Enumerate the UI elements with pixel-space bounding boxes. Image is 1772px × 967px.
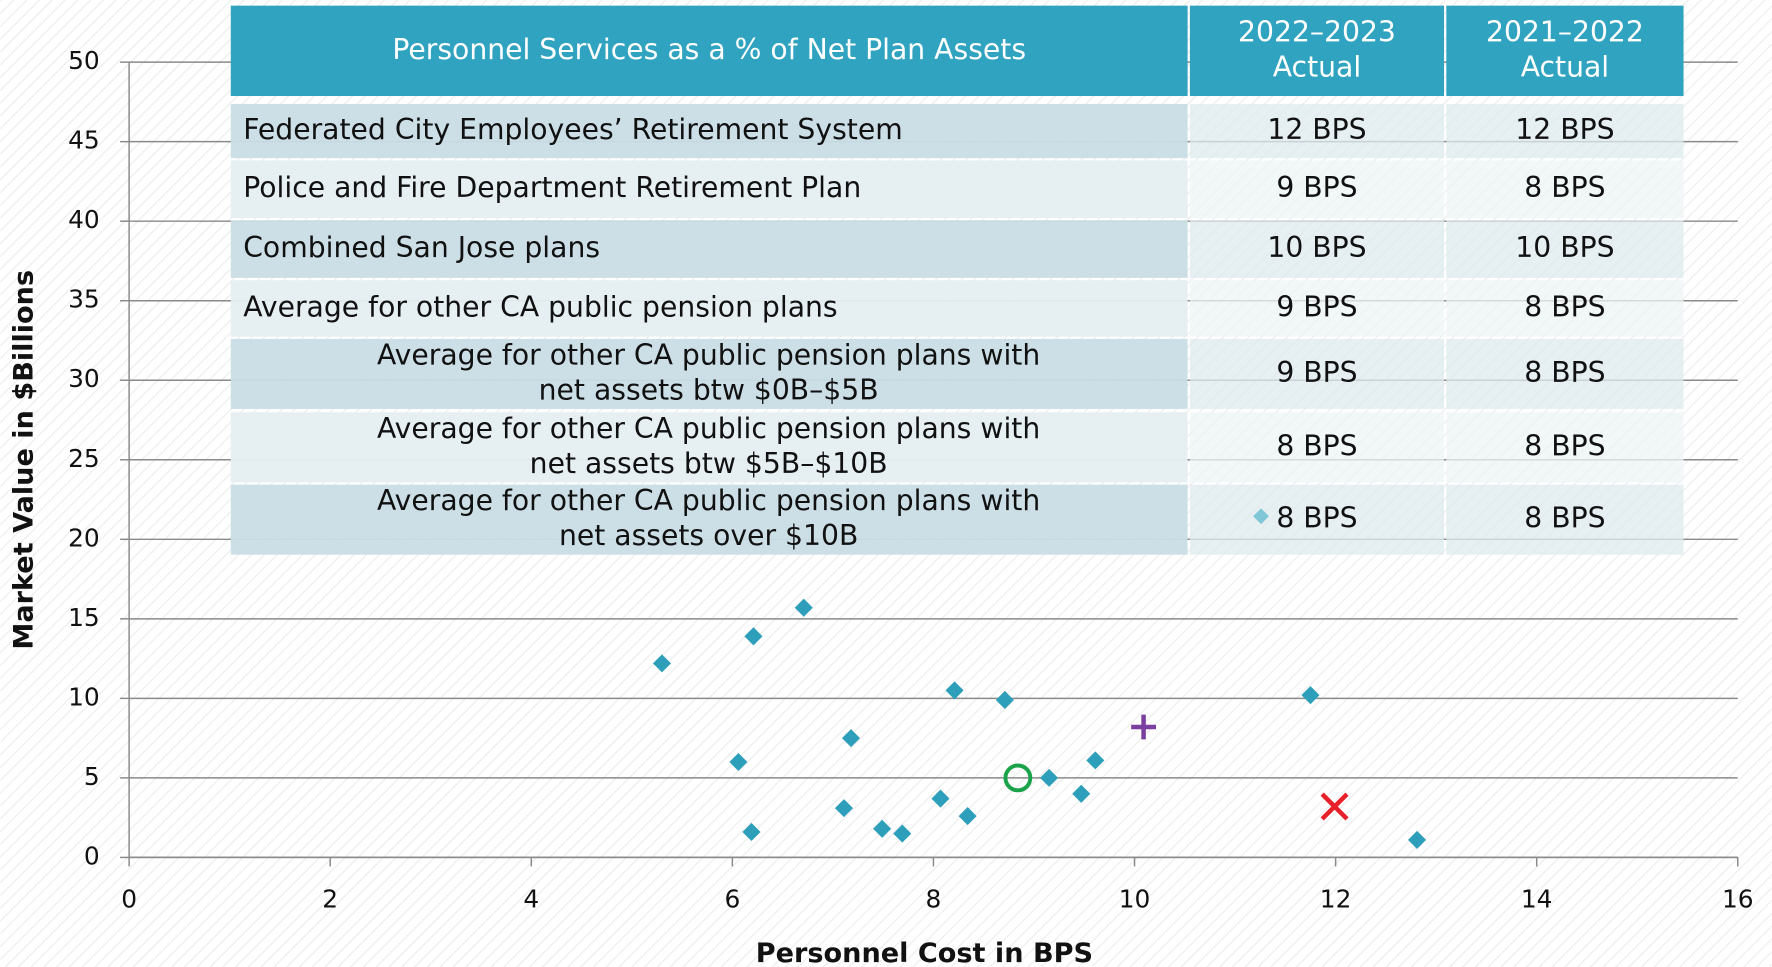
value-cell — [1189, 338, 1445, 409]
data-point — [794, 598, 813, 617]
value-cell — [1446, 484, 1684, 555]
x-tick-label: 0 — [121, 884, 137, 913]
header-cell — [1189, 5, 1445, 97]
value-cell — [1189, 103, 1445, 159]
y-tick-label: 30 — [68, 364, 100, 393]
cell-value: 8 BPS — [1276, 429, 1357, 462]
value-cell — [1446, 103, 1684, 159]
cell-value: 8 BPS — [1524, 502, 1605, 535]
y-tick-label: 0 — [84, 841, 100, 870]
value-cell — [1446, 338, 1684, 409]
header-text: Actual — [1273, 50, 1361, 83]
row-label: Average for other CA public pension plan… — [377, 484, 1040, 517]
cell-value: 9 BPS — [1276, 290, 1357, 323]
row-label: net assets btw $5B–$10B — [530, 447, 888, 480]
data-point — [1301, 686, 1320, 705]
y-tick-label: 20 — [68, 523, 100, 552]
data-point — [995, 690, 1014, 709]
row-label: net assets over $10B — [559, 519, 858, 552]
row-label-cell — [230, 160, 1188, 219]
value-cell — [1189, 220, 1445, 278]
header-text: 2021–2022 — [1486, 15, 1644, 48]
data-point — [931, 789, 950, 808]
data-point — [742, 822, 761, 842]
x-axis-title: Personnel Cost in BPS — [756, 938, 1093, 967]
value-cell — [1446, 220, 1684, 278]
value-cell — [1189, 160, 1445, 219]
header-cell — [1446, 5, 1684, 97]
x-tick-label: 2 — [322, 884, 338, 913]
row-label: Average for other CA public pension plan… — [243, 290, 837, 323]
header-cell — [230, 5, 1188, 97]
value-cell — [1189, 412, 1445, 483]
row-label-cell — [230, 280, 1188, 337]
x-tick-label: 8 — [926, 884, 942, 913]
data-point — [744, 627, 763, 646]
cell-value: 8 BPS — [1524, 171, 1605, 204]
header-text: 2022–2023 — [1238, 15, 1396, 48]
value-cell — [1446, 280, 1684, 337]
cell-value: 10 BPS — [1515, 231, 1614, 264]
row-label: Average for other CA public pension plan… — [377, 412, 1040, 445]
row-label-cell — [230, 220, 1188, 278]
x-tick-label: 10 — [1119, 884, 1151, 913]
row-label: Average for other CA public pension plan… — [377, 338, 1040, 371]
data-point — [873, 819, 892, 838]
y-tick-label: 45 — [68, 126, 100, 155]
x-tick-label: 14 — [1521, 884, 1553, 913]
y-axis-title: Market Value in $Billions — [9, 270, 40, 650]
cell-value: 8 BPS — [1524, 356, 1605, 389]
value-cell — [1189, 280, 1445, 337]
data-point — [958, 807, 977, 826]
table: Personnel Services as a % of Net Plan As… — [230, 5, 1684, 555]
data-point — [1320, 792, 1349, 821]
value-cell — [1446, 412, 1684, 483]
cell-value: 8 BPS — [1524, 429, 1605, 462]
y-tick-label: 15 — [68, 603, 100, 632]
row-label-cell — [230, 338, 1188, 409]
row-label: Police and Fire Department Retirement Pl… — [243, 171, 861, 204]
y-tick-label: 5 — [84, 762, 100, 791]
cell-value: 12 BPS — [1267, 113, 1366, 146]
row-label-cell — [230, 412, 1188, 483]
header-text: Actual — [1521, 50, 1609, 83]
y-tick-label: 50 — [68, 46, 100, 75]
data-point — [1408, 830, 1427, 849]
y-tick-label: 10 — [68, 682, 100, 711]
y-tick-label: 40 — [68, 205, 100, 234]
value-cell — [1189, 484, 1445, 555]
cell-value: 10 BPS — [1267, 231, 1366, 264]
row-label-cell — [230, 103, 1188, 159]
value-cell — [1446, 160, 1684, 219]
cell-value: 8 BPS — [1276, 502, 1357, 535]
data-point — [1131, 714, 1157, 740]
row-label: Federated City Employees’ Retirement Sys… — [243, 113, 903, 146]
x-tick-label: 12 — [1320, 884, 1352, 913]
header-text: Personnel Services as a % of Net Plan As… — [392, 33, 1026, 66]
cell-value: 8 BPS — [1524, 290, 1605, 323]
cell-value: 9 BPS — [1276, 356, 1357, 389]
cell-value: 9 BPS — [1276, 171, 1357, 204]
data-point — [945, 681, 964, 700]
row-label-cell — [230, 484, 1188, 555]
cell-value: 12 BPS — [1515, 113, 1614, 146]
row-label: net assets btw $0B–$5B — [539, 373, 879, 406]
x-tick-label: 4 — [523, 884, 539, 913]
row-label: Combined San Jose plans — [243, 231, 600, 264]
data-point — [1003, 763, 1033, 793]
x-tick-label: 6 — [724, 884, 740, 913]
y-tick-label: 35 — [68, 285, 100, 314]
x-tick-label: 16 — [1722, 884, 1754, 913]
data-point — [1040, 768, 1059, 787]
y-tick-label: 25 — [68, 444, 100, 473]
